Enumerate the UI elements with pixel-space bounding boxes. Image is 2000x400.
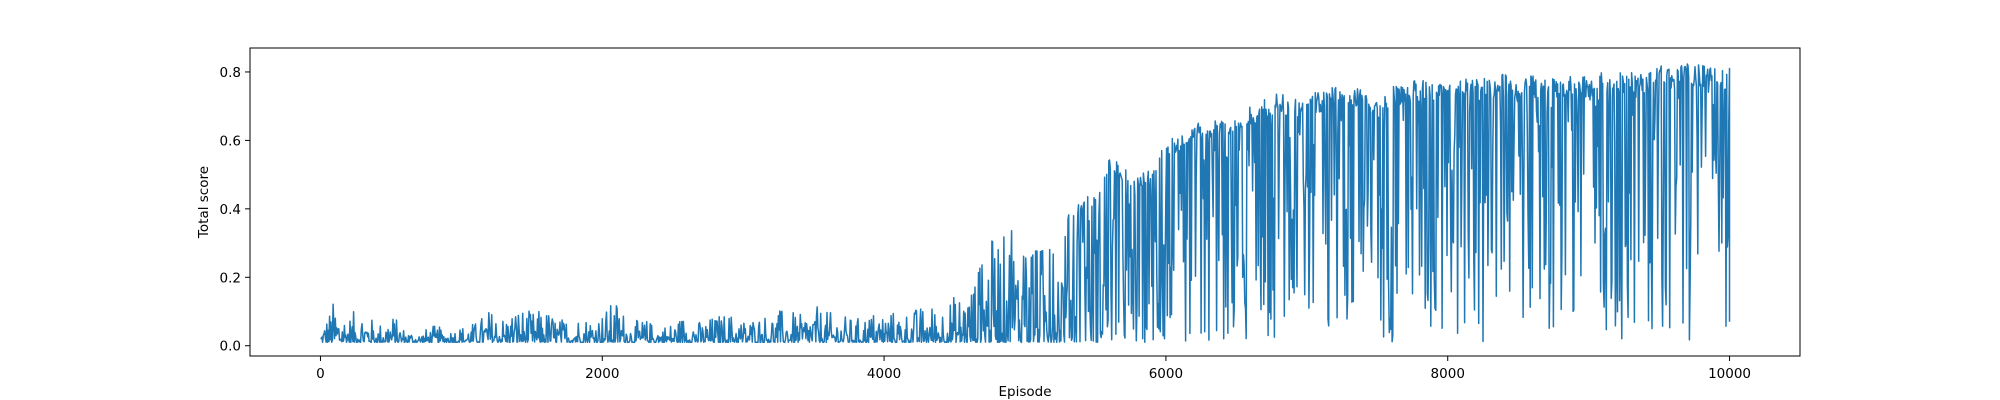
x-tick-label-5: 10000 xyxy=(1708,366,1751,382)
x-axis: 0 2000 4000 6000 8000 10000 xyxy=(316,356,1751,382)
x-tick-label-1: 2000 xyxy=(585,366,619,382)
x-tick-label-3: 6000 xyxy=(1149,366,1183,382)
x-axis-title: Episode xyxy=(998,384,1051,400)
y-axis: 0.0 0.2 0.4 0.6 0.8 xyxy=(220,65,250,355)
series-line-0 xyxy=(320,63,1731,344)
series-layer xyxy=(320,63,1731,344)
x-tick-label-4: 8000 xyxy=(1431,366,1465,382)
x-tick-label-0: 0 xyxy=(316,366,325,382)
x-tick-label-2: 4000 xyxy=(867,366,901,382)
y-tick-label-2: 0.4 xyxy=(220,202,241,218)
y-tick-label-1: 0.2 xyxy=(220,270,241,286)
y-tick-label-4: 0.8 xyxy=(220,65,241,81)
y-tick-label-3: 0.6 xyxy=(220,133,241,149)
plot-frame xyxy=(249,47,1801,357)
y-axis-title: Total score xyxy=(196,166,212,239)
y-tick-label-0: 0.0 xyxy=(220,339,241,355)
